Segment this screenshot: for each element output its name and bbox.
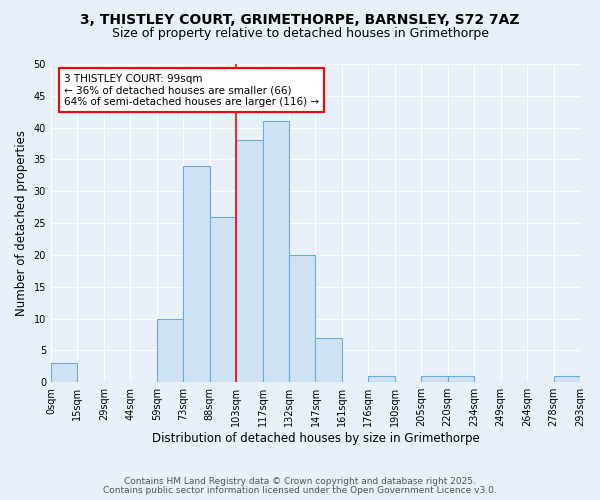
Text: 3 THISTLEY COURT: 99sqm
← 36% of detached houses are smaller (66)
64% of semi-de: 3 THISTLEY COURT: 99sqm ← 36% of detache… [64,74,319,106]
Bar [554,376,580,382]
Bar [183,166,209,382]
Bar [368,376,395,382]
Bar [316,338,342,382]
Bar [236,140,263,382]
Bar [448,376,474,382]
Text: Contains public sector information licensed under the Open Government Licence v3: Contains public sector information licen… [103,486,497,495]
X-axis label: Distribution of detached houses by size in Grimethorpe: Distribution of detached houses by size … [152,432,479,445]
Bar [51,363,77,382]
Bar [289,255,316,382]
Y-axis label: Number of detached properties: Number of detached properties [15,130,28,316]
Bar [421,376,448,382]
Text: 3, THISTLEY COURT, GRIMETHORPE, BARNSLEY, S72 7AZ: 3, THISTLEY COURT, GRIMETHORPE, BARNSLEY… [80,12,520,26]
Text: Contains HM Land Registry data © Crown copyright and database right 2025.: Contains HM Land Registry data © Crown c… [124,477,476,486]
Text: Size of property relative to detached houses in Grimethorpe: Size of property relative to detached ho… [112,28,488,40]
Bar [157,318,183,382]
Bar [209,216,236,382]
Bar [263,122,289,382]
